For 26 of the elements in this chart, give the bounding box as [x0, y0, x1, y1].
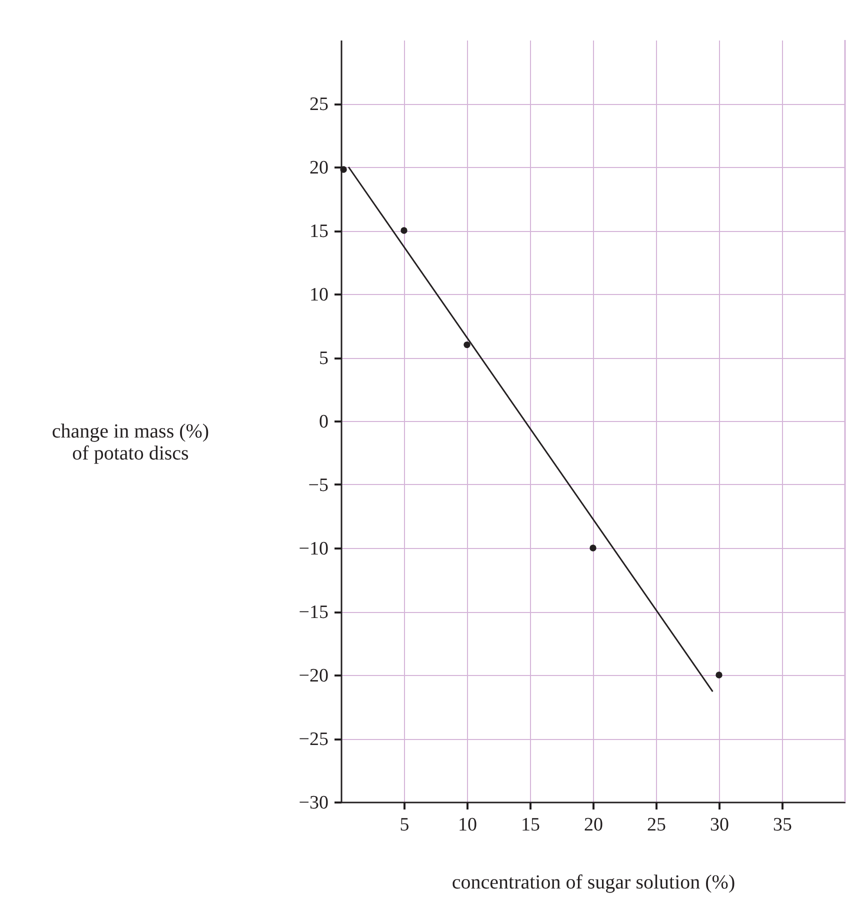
y-tick-label: −15 — [298, 602, 328, 623]
x-tick-label: 15 — [521, 814, 540, 836]
y-tick-label: −10 — [298, 538, 328, 560]
x-tick-label: 20 — [584, 814, 603, 836]
x-axis-title: concentration of sugar solution (%) — [452, 872, 736, 894]
y-tick-label: −5 — [308, 475, 328, 496]
y-tick-label: 25 — [310, 94, 328, 115]
point — [400, 227, 408, 234]
x-tick-label: 10 — [458, 814, 477, 836]
y-tick-label: −30 — [298, 792, 328, 814]
point — [464, 341, 470, 348]
y-axis-title: change in mass (%) of potato discs — [52, 420, 210, 464]
point — [590, 544, 596, 552]
y-tick-label: 10 — [310, 284, 328, 306]
x-tick-label: 5 — [400, 814, 410, 836]
y-tick-label: −20 — [298, 666, 328, 686]
x-tick-label: 30 — [710, 814, 729, 836]
x-tick-label: 35 — [773, 814, 792, 836]
y-tick-label: 15 — [310, 221, 328, 242]
point — [716, 672, 722, 678]
y-tick-label: −25 — [298, 729, 328, 750]
y-tick-label: 5 — [319, 348, 328, 369]
point — [340, 166, 347, 173]
y-tick-label: 20 — [310, 158, 328, 178]
x-tick-label: 25 — [647, 814, 666, 836]
y-tick-label: 0 — [319, 412, 328, 432]
